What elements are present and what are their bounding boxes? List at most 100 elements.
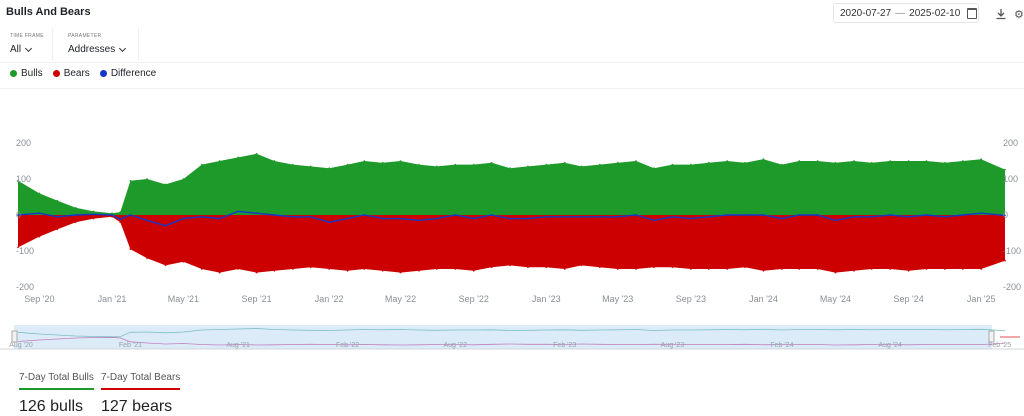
data-point-difference xyxy=(889,214,892,216)
data-point-bulls xyxy=(834,161,837,164)
navigator-selection[interactable] xyxy=(14,325,992,349)
data-point-bears xyxy=(870,268,873,270)
timeframe-label: TIME FRAME xyxy=(10,33,44,39)
legend-item-bears[interactable]: Bears xyxy=(52,68,90,79)
bears-area[interactable] xyxy=(18,215,1005,273)
data-point-bears xyxy=(690,268,692,270)
date-range-picker[interactable]: 2020-07-27 — 2025-02-10 xyxy=(833,3,979,23)
download-icon[interactable] xyxy=(995,8,1007,20)
data-point-difference xyxy=(399,217,402,220)
data-point-bulls xyxy=(292,163,294,166)
more-icon[interactable]: ⚙ xyxy=(1014,9,1024,20)
navigator-handle-right[interactable] xyxy=(988,330,995,343)
difference-line[interactable] xyxy=(17,210,1006,227)
bulls-area[interactable] xyxy=(18,153,1005,215)
y-tick-label-right: -100 xyxy=(1003,246,1021,256)
data-point-difference xyxy=(346,217,349,220)
data-point-bears xyxy=(925,268,928,270)
data-point-difference xyxy=(328,221,331,224)
navigator-handle-left[interactable] xyxy=(11,330,18,343)
data-point-difference xyxy=(509,217,511,220)
timeframe-value[interactable]: All xyxy=(10,44,22,55)
data-point-bears xyxy=(435,268,438,270)
data-point-bulls xyxy=(1004,168,1006,171)
data-point-bulls xyxy=(273,160,276,162)
x-tick-label: May '24 xyxy=(820,294,851,304)
navigator-tick-label: Feb '21 xyxy=(119,342,142,349)
navigator-tick-label: Aug '20 xyxy=(9,342,33,349)
legend-label-difference: Difference xyxy=(110,68,157,79)
timeframe-filter[interactable]: TIME FRAME All xyxy=(10,33,44,55)
data-point-difference xyxy=(781,217,783,220)
data-point-bulls xyxy=(907,160,910,162)
data-point-bears xyxy=(889,268,892,270)
data-point-bears xyxy=(798,268,801,270)
data-point-bulls xyxy=(980,158,983,161)
data-point-bears xyxy=(834,271,837,274)
divider xyxy=(52,28,53,60)
data-point-bulls xyxy=(435,165,438,168)
data-point-difference xyxy=(744,214,746,216)
data-point-bulls xyxy=(92,210,95,213)
data-point-bears xyxy=(17,246,19,249)
data-point-difference xyxy=(454,214,457,216)
stat-label-bulls: 7-Day Total Bulls xyxy=(19,372,94,390)
legend-marker-difference xyxy=(99,70,107,77)
data-point-difference xyxy=(182,217,185,220)
parameter-value[interactable]: Addresses xyxy=(68,44,116,55)
data-point-bulls xyxy=(74,206,77,209)
date-separator: — xyxy=(895,7,906,19)
x-tick-label: May '21 xyxy=(168,294,199,304)
data-point-difference xyxy=(111,214,113,216)
data-point-bulls xyxy=(726,160,729,162)
data-point-difference xyxy=(38,212,41,215)
data-point-bulls xyxy=(671,163,674,166)
data-point-difference xyxy=(164,224,167,227)
stat-value-bulls: 126 bulls xyxy=(19,398,84,415)
data-point-difference xyxy=(707,215,710,218)
data-point-bears xyxy=(146,257,149,260)
x-tick-label: Sep '23 xyxy=(676,294,706,304)
stat-bears: 7-Day Total Bears 127 bears xyxy=(101,372,181,416)
data-point-bears xyxy=(653,266,655,269)
data-point-difference xyxy=(598,215,601,218)
legend-item-bulls[interactable]: Bulls xyxy=(10,68,43,79)
data-point-difference xyxy=(17,214,19,216)
data-point-bears xyxy=(346,269,349,272)
data-point-bears xyxy=(237,268,240,270)
calendar-icon[interactable] xyxy=(967,7,978,19)
x-tick-label: Sep '24 xyxy=(893,294,923,304)
data-point-bears xyxy=(545,266,548,269)
navigator-tick-label: Feb '24 xyxy=(770,342,793,349)
data-point-difference xyxy=(925,214,928,216)
data-point-difference xyxy=(237,210,240,213)
data-point-difference xyxy=(944,215,946,218)
bulls-bears-chart[interactable]: 200 200 100 100 0 0 -100 -100 -200 -200 Sep '20 Jan… xyxy=(0,0,1024,360)
data-point-difference xyxy=(292,215,294,218)
date-to[interactable]: 2025-02-10 xyxy=(909,7,961,19)
data-point-bulls xyxy=(635,160,637,162)
data-point-bulls xyxy=(870,161,873,164)
data-point-bulls xyxy=(237,156,240,159)
data-point-difference xyxy=(762,214,765,216)
data-point-bears xyxy=(980,268,983,270)
chart-legend: Bulls Bears Difference xyxy=(10,68,156,79)
data-point-difference xyxy=(218,217,221,220)
data-point-bulls xyxy=(580,165,583,168)
y-tick-label: -100 xyxy=(16,246,34,256)
data-point-bears xyxy=(853,269,855,272)
date-from[interactable]: 2020-07-27 xyxy=(840,7,892,19)
legend-marker-bulls xyxy=(10,70,17,77)
data-point-bulls xyxy=(961,160,964,162)
parameter-filter[interactable]: PARAMETER Addresses xyxy=(68,33,127,55)
data-point-bulls xyxy=(182,178,185,180)
data-point-bears xyxy=(363,268,366,270)
data-point-bulls xyxy=(309,165,312,168)
legend-item-difference[interactable]: Difference xyxy=(99,68,157,79)
stat-value-bears: 127 bears xyxy=(101,398,173,415)
data-point-bulls xyxy=(925,160,928,162)
stat-label-bears: 7-Day Total Bears xyxy=(101,372,181,390)
data-point-bears xyxy=(381,269,384,272)
data-point-difference xyxy=(671,215,674,218)
data-point-bears xyxy=(56,228,59,231)
